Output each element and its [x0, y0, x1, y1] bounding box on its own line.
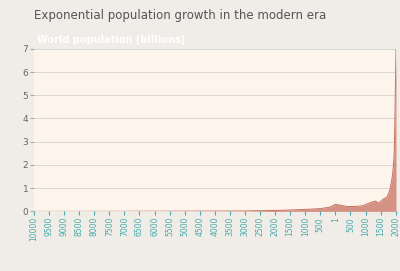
Text: World population (billions): World population (billions) — [37, 35, 185, 45]
Text: Exponential population growth in the modern era: Exponential population growth in the mod… — [34, 9, 326, 22]
